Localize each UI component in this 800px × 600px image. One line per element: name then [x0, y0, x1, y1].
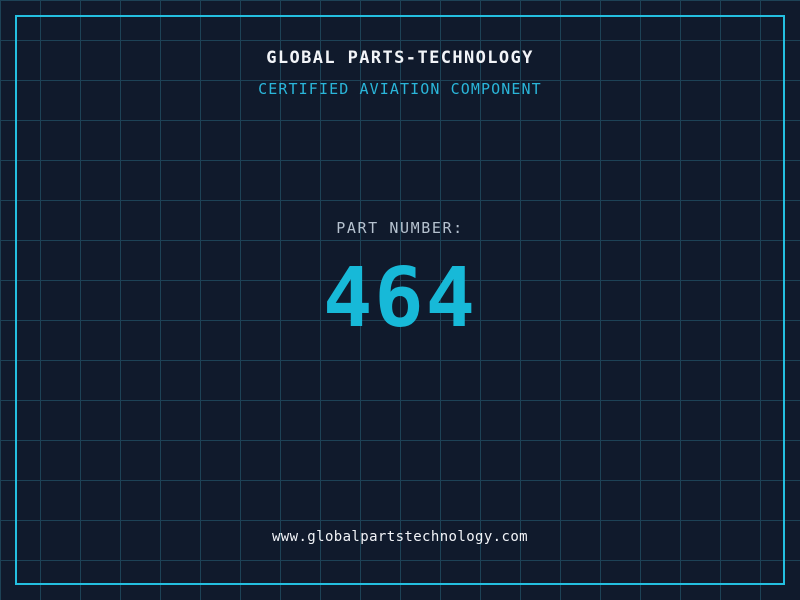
website-url: www.globalpartstechnology.com — [271, 529, 529, 545]
company-title: GLOBAL PARTS-TECHNOLOGY — [266, 48, 534, 68]
part-number-label: PART NUMBER: — [336, 219, 464, 237]
part-number-value: 464 — [322, 251, 478, 346]
certification-subtitle: CERTIFIED AVIATION COMPONENT — [258, 80, 542, 98]
